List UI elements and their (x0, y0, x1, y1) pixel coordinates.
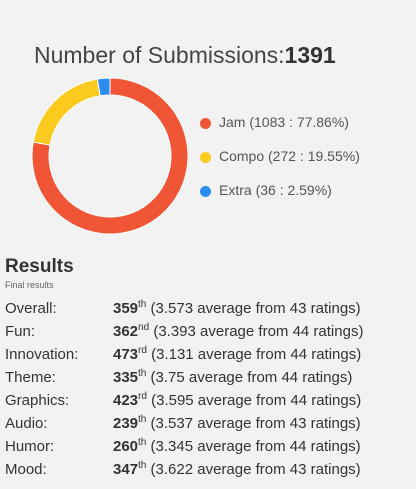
rating-category: Graphics: (5, 392, 70, 409)
rating-rank: 423 (113, 392, 139, 409)
rating-rank: 347 (113, 461, 139, 478)
rating-detail: (3.345 average from 44 ratings) (150, 438, 361, 455)
legend-swatch-jam (200, 118, 211, 129)
rating-detail: (3.75 average from 44 ratings) (150, 369, 353, 386)
rating-row: Innovation: 473rd (3.131 average from 44 … (5, 343, 363, 366)
rating-value: 473rd (3.131 average from 44 ratings) (113, 343, 363, 366)
rating-rank: 359 (113, 300, 139, 317)
legend-label-extra: Extra (36 : 2.59%) (219, 182, 332, 198)
rating-value: 362nd (3.393 average from 44 ratings) (113, 320, 363, 343)
donut-slice-compo[interactable] (32, 78, 101, 146)
rating-detail: (3.573 average from 43 ratings) (150, 300, 361, 317)
rating-row: Humor: 260th (3.345 average from 44 ratin… (5, 435, 363, 458)
legend-swatch-compo (200, 152, 211, 163)
legend-label-jam: Jam (1083 : 77.86%) (219, 114, 349, 130)
chart-title: Number of Submissions:1391 (34, 42, 336, 69)
rating-rank-suffix: rd (138, 345, 147, 356)
rating-category: Theme: (5, 369, 56, 386)
rating-rank: 335 (113, 369, 139, 386)
rating-value: 335th (3.75 average from 44 ratings) (113, 366, 363, 389)
rating-rank-suffix: rd (138, 391, 147, 402)
donut-slice-extra[interactable] (96, 77, 111, 97)
rating-value: 423rd (3.595 average from 44 ratings) (113, 389, 363, 412)
rating-row: Overall: 359th (3.573 average from 43 rat… (5, 297, 363, 320)
rating-row: Graphics: 423rd (3.595 average from 44 ra… (5, 389, 363, 412)
chart-title-label: Number of Submissions: (34, 42, 285, 68)
rating-value: 359th (3.573 average from 43 ratings) (113, 297, 363, 320)
rating-rank-suffix: th (138, 437, 147, 448)
rating-value: 347th (3.622 average from 43 ratings) (113, 458, 363, 481)
rating-value: 239th (3.537 average from 43 ratings) (113, 412, 363, 435)
rating-value: 260th (3.345 average from 44 ratings) (113, 435, 363, 458)
legend-label-compo: Compo (272 : 19.55%) (219, 148, 360, 164)
rating-detail: (3.622 average from 43 ratings) (150, 461, 361, 478)
ratings-table: Overall: 359th (3.573 average from 43 rat… (5, 297, 363, 481)
results-subheading: Final results (5, 280, 54, 290)
rating-rank: 473 (113, 346, 139, 363)
rating-detail: (3.131 average from 44 ratings) (151, 346, 362, 363)
rating-row: Audio: 239th (3.537 average from 43 ratin… (5, 412, 363, 435)
rating-rank-suffix: nd (138, 322, 150, 333)
rating-rank-suffix: th (138, 299, 147, 310)
rating-category: Overall: (5, 300, 57, 317)
rating-rank: 239 (113, 415, 139, 432)
legend-swatch-extra (200, 186, 211, 197)
rating-category: Humor: (5, 438, 55, 455)
rating-category: Mood: (5, 461, 47, 478)
rating-detail: (3.595 average from 44 ratings) (151, 392, 362, 409)
rating-rank-suffix: th (138, 460, 147, 471)
rating-category: Fun: (5, 323, 36, 340)
rating-rank: 260 (113, 438, 139, 455)
donut-chart (31, 77, 189, 235)
submission-stats-panel: Number of Submissions:1391 Jam (1083 : 7… (31, 42, 360, 235)
donut-slice-jam[interactable] (31, 77, 189, 235)
rating-row: Fun: 362nd (3.393 average from 44 ratings… (5, 320, 363, 343)
rating-rank: 362 (113, 323, 139, 340)
rating-category: Audio: (5, 415, 48, 432)
rating-row: Mood: 347th (3.622 average from 43 rating… (5, 458, 363, 481)
rating-category: Innovation: (5, 346, 79, 363)
rating-rank-suffix: th (138, 414, 147, 425)
rating-detail: (3.537 average from 43 ratings) (150, 415, 361, 432)
submission-total: 1391 (284, 42, 336, 68)
results-heading: Results (5, 256, 74, 277)
rating-row: Theme: 335th (3.75 average from 44 rating… (5, 366, 363, 389)
rating-detail: (3.393 average from 44 ratings) (153, 323, 364, 340)
rating-rank-suffix: th (138, 368, 147, 379)
results-section: Results Final results Overall: 359th (3.5… (5, 256, 410, 481)
